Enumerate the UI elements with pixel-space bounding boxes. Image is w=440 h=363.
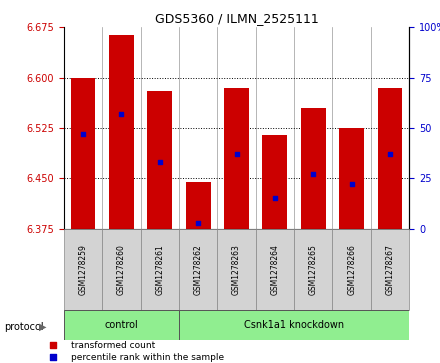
Text: percentile rank within the sample: percentile rank within the sample xyxy=(71,352,224,362)
Bar xyxy=(262,135,287,229)
Text: GSM1278263: GSM1278263 xyxy=(232,244,241,295)
Text: ▶: ▶ xyxy=(39,322,46,332)
Bar xyxy=(378,87,403,229)
Point xyxy=(233,151,240,157)
Text: GSM1278264: GSM1278264 xyxy=(270,244,279,295)
Bar xyxy=(294,229,333,310)
Bar xyxy=(333,229,371,310)
Text: GSM1278266: GSM1278266 xyxy=(347,244,356,295)
Point xyxy=(322,189,329,195)
Bar xyxy=(179,310,409,340)
Text: GSM1278261: GSM1278261 xyxy=(155,244,164,295)
Bar xyxy=(186,182,211,229)
Text: protocol: protocol xyxy=(4,322,44,332)
Bar xyxy=(64,229,102,310)
Text: GSM1278260: GSM1278260 xyxy=(117,244,126,295)
Text: Csnk1a1 knockdown: Csnk1a1 knockdown xyxy=(244,320,344,330)
Point xyxy=(80,131,87,137)
Bar xyxy=(339,128,364,229)
Bar xyxy=(147,91,172,229)
Bar xyxy=(224,87,249,229)
Bar xyxy=(256,229,294,310)
Text: control: control xyxy=(104,320,138,330)
Point xyxy=(386,151,393,157)
Bar xyxy=(217,229,256,310)
Text: GSM1278259: GSM1278259 xyxy=(78,244,88,295)
Point xyxy=(194,220,202,225)
Bar xyxy=(179,229,217,310)
Bar xyxy=(301,108,326,229)
Bar xyxy=(371,229,409,310)
Point xyxy=(322,295,329,301)
Bar xyxy=(140,229,179,310)
Point xyxy=(271,196,279,201)
Text: GSM1278265: GSM1278265 xyxy=(309,244,318,295)
Bar xyxy=(109,35,134,229)
Point xyxy=(348,182,355,187)
Bar xyxy=(70,78,95,229)
Title: GDS5360 / ILMN_2525111: GDS5360 / ILMN_2525111 xyxy=(154,12,319,25)
Bar xyxy=(102,229,140,310)
Text: GSM1278262: GSM1278262 xyxy=(194,244,203,295)
Point xyxy=(118,111,125,117)
Point xyxy=(156,159,163,165)
Bar xyxy=(64,310,179,340)
Text: transformed count: transformed count xyxy=(71,341,155,350)
Text: GSM1278267: GSM1278267 xyxy=(385,244,395,295)
Point xyxy=(310,171,317,177)
